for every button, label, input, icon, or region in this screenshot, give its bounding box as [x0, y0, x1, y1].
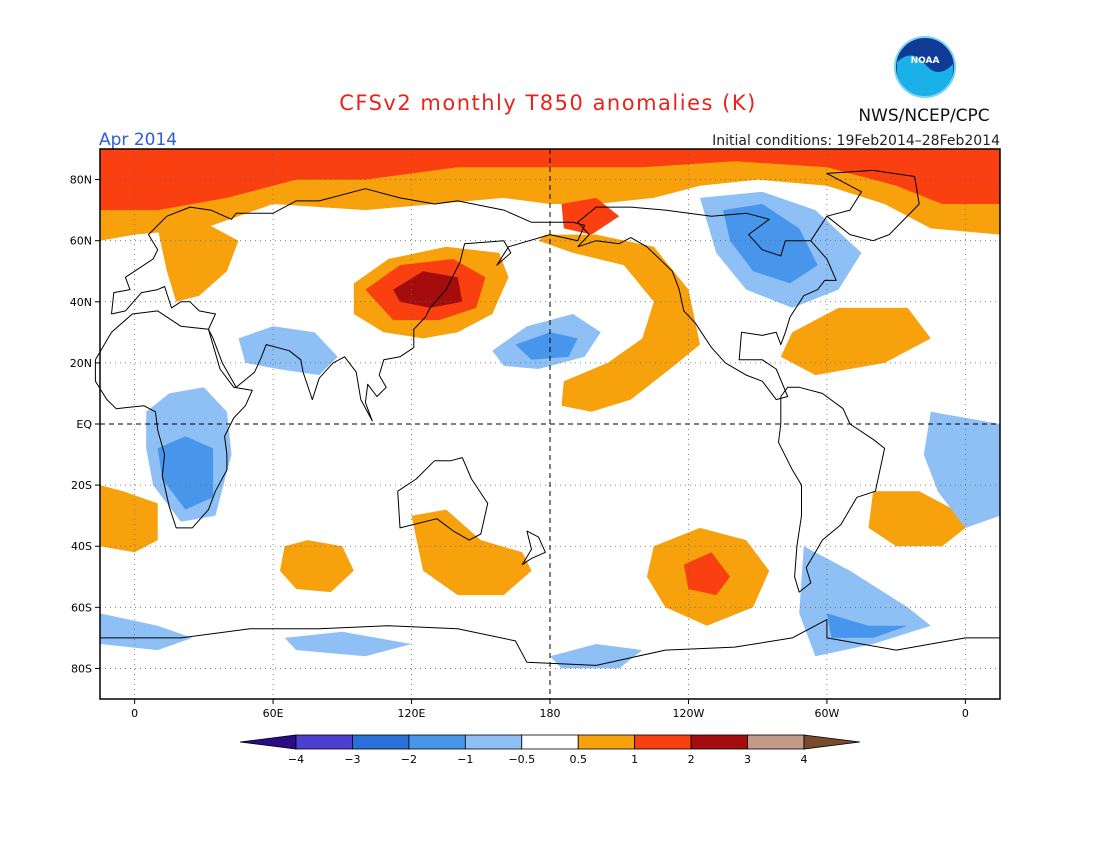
coastline: [397, 457, 489, 541]
lat-tick-label: 20S: [71, 479, 92, 492]
agency-label: NWS/NCEP/CPC: [858, 106, 989, 126]
noaa-logo: NOAA: [894, 36, 956, 98]
anomaly-east-pacific-warm: [538, 234, 700, 412]
colorbar-low-arrow: [239, 734, 297, 750]
colorbar-bin: [577, 734, 636, 750]
chart-title: CFSv2 monthly T850 anomalies (K): [339, 91, 757, 115]
anomaly-africa-cool-core: [157, 436, 214, 510]
colorbar-tick-label: −0.5: [508, 753, 535, 766]
colorbar-tick-label: 3: [744, 753, 751, 766]
anomaly-antarctic-cool-west: [100, 613, 193, 651]
colorbar-tick-label: 4: [801, 753, 808, 766]
anomaly-canada-cool-core: [723, 204, 818, 284]
grid-lines: [100, 149, 1000, 699]
anomaly-ross-sea-cool: [550, 644, 643, 669]
colorbar-bin: [690, 734, 748, 750]
coastline: [521, 530, 546, 566]
coastline: [577, 206, 837, 401]
colorbar-bin: [295, 734, 353, 750]
anomaly-arctic-warm-core: [100, 149, 1000, 211]
colorbar-bin: [464, 734, 523, 750]
anomaly-north-pacific-cool-core: [515, 332, 578, 360]
lat-tick-label: 40S: [71, 540, 92, 553]
coastline: [100, 619, 1000, 666]
anomaly-australia-nz-warm: [411, 509, 532, 596]
coastlines: [94, 169, 1000, 666]
lat-tick-label: 20N: [70, 357, 92, 370]
colorbar-high-arrow: [803, 734, 861, 750]
lat-tick-label: 80N: [70, 174, 92, 187]
colorbar-tick-label: −2: [401, 753, 417, 766]
coastline: [94, 310, 253, 529]
coastline: [778, 386, 886, 593]
coastline: [810, 169, 920, 242]
lon-tick-label: 60E: [263, 707, 284, 720]
anomaly-south-atlantic-cool-wrap: [923, 411, 1000, 528]
anomaly-drake-passage-cool-core: [826, 613, 908, 638]
colorbar-bin: [352, 734, 410, 750]
noaa-logo-text: NOAA: [911, 56, 940, 66]
latitude-labels: 80N 60N 40N 20N EQ 20S 40S 60S 80S: [70, 174, 100, 675]
anomaly-europe-warm: [157, 222, 239, 302]
anomaly-antarctic-cool-east: [284, 631, 412, 657]
anomaly-east-asia-warm-peak: [393, 271, 463, 308]
anomaly-south-atlantic-warm: [100, 485, 158, 553]
lon-tick-label: 60W: [814, 707, 839, 720]
lon-tick-label: 120E: [398, 707, 426, 720]
lat-tick-label: 40N: [70, 296, 92, 309]
anomaly-south-pacific-warm-core: [683, 552, 730, 596]
lat-tick-label: 80S: [71, 662, 92, 675]
longitude-labels: 0 60E 120E 180 120W 60W 0: [131, 699, 969, 720]
colorbar-tick-label: 1: [631, 753, 638, 766]
lat-tick-label: 60N: [70, 235, 92, 248]
colorbar-tick-label: 2: [688, 753, 695, 766]
lat-tick-label: 60S: [71, 601, 92, 614]
colorbar: −4 −3 −2 −1 −0.5 0.5 1 2 3 4: [239, 734, 861, 766]
anomaly-south-atlantic-warm-wrap: [868, 491, 966, 547]
colorbar-tick-label: −4: [288, 753, 304, 766]
anomaly-south-indian-warm: [280, 540, 354, 593]
lon-tick-label: 0: [131, 707, 138, 720]
initial-conditions: Initial conditions: 19Feb2014–28Feb2014: [712, 133, 1000, 149]
lon-tick-label: 180: [540, 707, 561, 720]
colorbar-bin: [521, 734, 579, 750]
lat-tick-label: EQ: [76, 418, 92, 431]
colorbar-tick-label: −3: [344, 753, 360, 766]
anomaly-north-atlantic-warm: [780, 307, 931, 376]
colorbar-bin: [634, 734, 692, 750]
colorbar-bin: [408, 734, 466, 750]
colorbar-tick-label: −1: [457, 753, 473, 766]
colorbar-tick-label: 0.5: [569, 753, 587, 766]
lon-tick-label: 0: [962, 707, 969, 720]
lon-tick-label: 120W: [673, 707, 705, 720]
colorbar-bin: [747, 734, 805, 750]
month-label: Apr 2014: [99, 130, 177, 150]
map-panel: 80N 60N 40N 20N EQ 20S 40S 60S 80S 0 60E 120E 180 12…: [70, 148, 1001, 720]
coastline: [111, 188, 586, 422]
